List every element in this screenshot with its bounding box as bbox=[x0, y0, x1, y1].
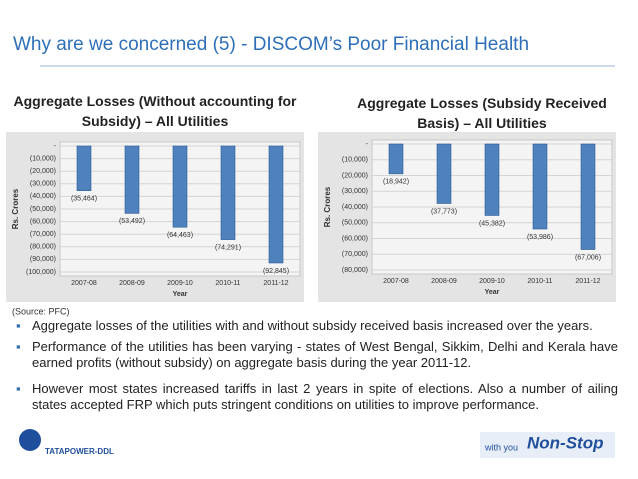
value-label: (92,845) bbox=[263, 268, 289, 275]
logo-tagline: with you bbox=[484, 442, 518, 452]
y-tick-label: (40,000) bbox=[30, 193, 56, 200]
bar bbox=[220, 145, 236, 240]
x-tick-label: 2011-12 bbox=[575, 278, 600, 285]
x-tick-label: 2009-10 bbox=[479, 278, 505, 285]
source: (Source: PFC) bbox=[12, 306, 70, 316]
bar bbox=[532, 143, 548, 230]
bar bbox=[124, 145, 140, 214]
bar bbox=[388, 143, 404, 175]
x-tick-label: 2011-12 bbox=[263, 280, 288, 287]
logo-brand: Non-Stop bbox=[527, 433, 603, 452]
value-label: (37,773) bbox=[431, 208, 457, 215]
bullet: However most states increased tariffs in… bbox=[14, 381, 618, 413]
value-label: (64,463) bbox=[167, 232, 193, 239]
y-tick-label: (60,000) bbox=[342, 235, 368, 242]
bar bbox=[172, 145, 188, 228]
y-tick-label: (30,000) bbox=[342, 188, 368, 195]
value-label: (35,464) bbox=[71, 196, 97, 203]
x-tick-label: 2007-08 bbox=[383, 278, 409, 285]
slide-title: Why are we concerned (5) - DISCOM’s Poor… bbox=[13, 34, 529, 55]
y-tick-label: (70,000) bbox=[342, 251, 368, 258]
x-tick-label: 2007-08 bbox=[71, 280, 97, 287]
bar bbox=[484, 143, 500, 216]
y-tick-label: - bbox=[54, 143, 57, 150]
y-tick-label: (70,000) bbox=[30, 231, 56, 238]
x-axis-label: Year bbox=[173, 291, 188, 298]
value-label: (67,006) bbox=[575, 254, 601, 261]
x-tick-label: 2008-09 bbox=[431, 278, 457, 285]
chart-title: Aggregate Losses (Without accounting for… bbox=[14, 93, 298, 129]
y-tick-label: (80,000) bbox=[342, 267, 368, 274]
value-label: (74,291) bbox=[215, 244, 241, 251]
y-tick-label: (10,000) bbox=[30, 155, 56, 162]
y-tick-label: (50,000) bbox=[342, 220, 368, 227]
bullet-list: Aggregate losses of the utilities with a… bbox=[14, 318, 618, 418]
y-tick-label: (10,000) bbox=[342, 157, 368, 164]
y-tick-label: (20,000) bbox=[342, 172, 368, 179]
x-axis-label: Year bbox=[485, 289, 500, 296]
x-tick-label: 2008-09 bbox=[119, 280, 145, 287]
x-tick-label: 2009-10 bbox=[167, 280, 193, 287]
bar bbox=[268, 145, 284, 264]
x-tick-label: 2010-11 bbox=[215, 280, 240, 287]
y-tick-label: (40,000) bbox=[342, 204, 368, 211]
y-tick-label: (60,000) bbox=[30, 218, 56, 225]
value-label: (53,986) bbox=[527, 234, 553, 241]
bar bbox=[76, 145, 92, 191]
bullet: Performance of the utilities has been va… bbox=[14, 339, 618, 371]
y-tick-label: (20,000) bbox=[30, 168, 56, 175]
logo-right-bg bbox=[480, 432, 615, 458]
value-label: (45,382) bbox=[479, 220, 505, 227]
y-tick-label: (50,000) bbox=[30, 206, 56, 213]
y-tick-label: (90,000) bbox=[30, 256, 56, 263]
value-label: (53,492) bbox=[119, 218, 145, 225]
y-tick-label: (80,000) bbox=[30, 244, 56, 251]
bar bbox=[436, 143, 452, 204]
bar bbox=[580, 143, 596, 250]
bullet: Aggregate losses of the utilities with a… bbox=[14, 318, 618, 334]
y-axis-label: Rs. Crores bbox=[11, 188, 20, 229]
value-label: (18,942) bbox=[383, 179, 409, 186]
logo-left: TATAPOWER-DDL bbox=[19, 429, 114, 456]
chart-title: Aggregate Losses (Subsidy Received Basis)… bbox=[357, 95, 607, 131]
y-tick-label: (30,000) bbox=[30, 181, 56, 188]
y-tick-label: - bbox=[366, 141, 369, 148]
x-tick-label: 2010-11 bbox=[527, 278, 552, 285]
y-tick-label: (100,000) bbox=[26, 269, 56, 276]
y-axis-label: Rs. Crores bbox=[323, 186, 332, 227]
logo-company: TATAPOWER-DDL bbox=[45, 447, 114, 456]
